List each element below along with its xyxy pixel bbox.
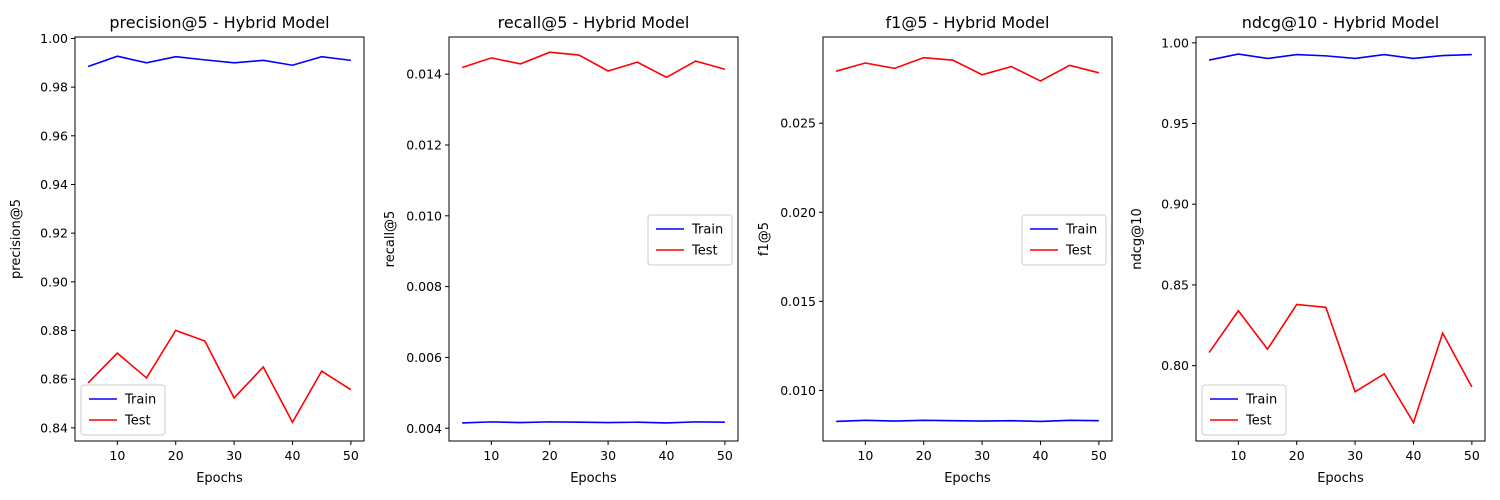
y-tick-label: 0.86 [40,372,68,387]
legend-label-test: Test [691,244,718,259]
legend: Train Test [1021,214,1107,266]
x-tick-label: 20 [542,448,558,463]
x-tick-label: 10 [857,448,873,463]
x-tick-label: 50 [1091,448,1107,463]
y-tick-label: 0.88 [40,323,68,338]
chart-panel-1: precision@5 - Hybrid Model 10 20 30 40 50 0.84… [9,13,365,486]
series-line-train [87,55,351,68]
x-tick-label: 30 [974,448,990,463]
x-tick-label: 10 [1230,448,1246,463]
y-tick-label: 0.96 [40,128,68,143]
y-tick-label: 0.012 [406,137,442,152]
x-tick-label: 20 [916,448,932,463]
series-line-test [87,329,352,424]
series-line-train [462,421,725,424]
y-tick-label: 0.008 [406,279,442,294]
x-axis-label: Epochs [1317,471,1364,486]
legend: Train Test [1201,384,1287,436]
y-tick-label: 1.00 [1161,35,1189,50]
x-axis-label: Epochs [570,471,617,486]
y-tick-label: 0.004 [406,421,442,436]
y-tick-label: 0.010 [406,208,442,223]
y-axis-label: precision@5 [9,199,24,279]
chart-title: recall@5 - Hybrid Model [498,13,690,32]
x-tick-label: 10 [483,448,499,463]
legend-label-train: Train [1065,223,1097,238]
x-axis-label: Epochs [944,471,991,486]
legend-box [1021,214,1107,266]
x-tick-label: 20 [168,448,184,463]
x-tick-label: 40 [1406,448,1422,463]
x-tick-label: 30 [600,448,616,463]
y-axis-label: ndcg@10 [1130,208,1145,269]
y-tick-label: 0.006 [406,350,442,365]
x-tick-label: 50 [1464,448,1480,463]
plot-area-frame [74,36,365,442]
legend-box [1201,384,1287,436]
plot-area-frame [822,36,1113,442]
x-tick-label: 20 [1289,448,1305,463]
x-tick-label: 40 [285,448,301,463]
legend-label-train: Train [1245,393,1277,408]
x-tick-label: 50 [717,448,733,463]
legend: Train Test [647,214,733,266]
y-tick-label: 0.92 [40,226,68,241]
series-line-test [835,56,1100,82]
y-tick-label: 0.84 [40,420,68,435]
legend-box [80,384,166,436]
y-tick-label: 0.025 [780,116,816,131]
y-tick-label: 0.010 [780,383,816,398]
legend: Train Test [80,384,166,436]
y-tick-label: 0.95 [1161,116,1189,131]
legend-label-test: Test [1245,414,1272,429]
series-line-test [1208,303,1473,425]
chart-title: precision@5 - Hybrid Model [109,13,329,32]
chart-title: f1@5 - Hybrid Model [886,13,1050,32]
y-tick-label: 0.98 [40,80,68,95]
chart-panel-2: recall@5 - Hybrid Model 10 20 30 40 50 0.004 0.… [383,13,739,486]
x-tick-label: 40 [659,448,675,463]
y-tick-label: 0.015 [780,294,816,309]
y-tick-label: 0.014 [406,67,442,82]
x-tick-label: 50 [343,448,359,463]
y-tick-label: 1.00 [40,31,68,46]
series-line-train [1208,53,1472,61]
y-axis-label: f1@5 [757,222,772,256]
x-axis-label: Epochs [196,471,243,486]
x-tick-label: 30 [1347,448,1363,463]
chart-panel-3: f1@5 - Hybrid Model 10 20 30 40 50 0.010 0.015 0… [757,13,1113,486]
series-line-train [836,419,1099,423]
y-tick-label: 0.020 [780,205,816,220]
x-tick-label: 40 [1033,448,1049,463]
legend-label-train: Train [691,223,723,238]
chart-title: ndcg@10 - Hybrid Model [1242,13,1440,32]
y-tick-label: 0.94 [40,177,68,192]
y-tick-label: 0.85 [1161,277,1189,292]
chart-panel-4: ndcg@10 - Hybrid Model 10 20 30 40 50 0.80 0.85… [1130,13,1486,486]
x-tick-label: 10 [109,448,125,463]
x-tick-label: 30 [226,448,242,463]
y-axis-label: recall@5 [383,211,398,268]
series-line-test [461,51,726,79]
plot-area-frame [1195,36,1486,442]
y-tick-label: 0.90 [1161,197,1189,212]
legend-label-test: Test [124,414,151,429]
legend-box [647,214,733,266]
legend-label-train: Train [124,393,156,408]
legend-label-test: Test [1065,244,1092,259]
y-tick-label: 0.90 [40,274,68,289]
plot-area-frame [448,36,739,442]
y-tick-label: 0.80 [1161,358,1189,373]
